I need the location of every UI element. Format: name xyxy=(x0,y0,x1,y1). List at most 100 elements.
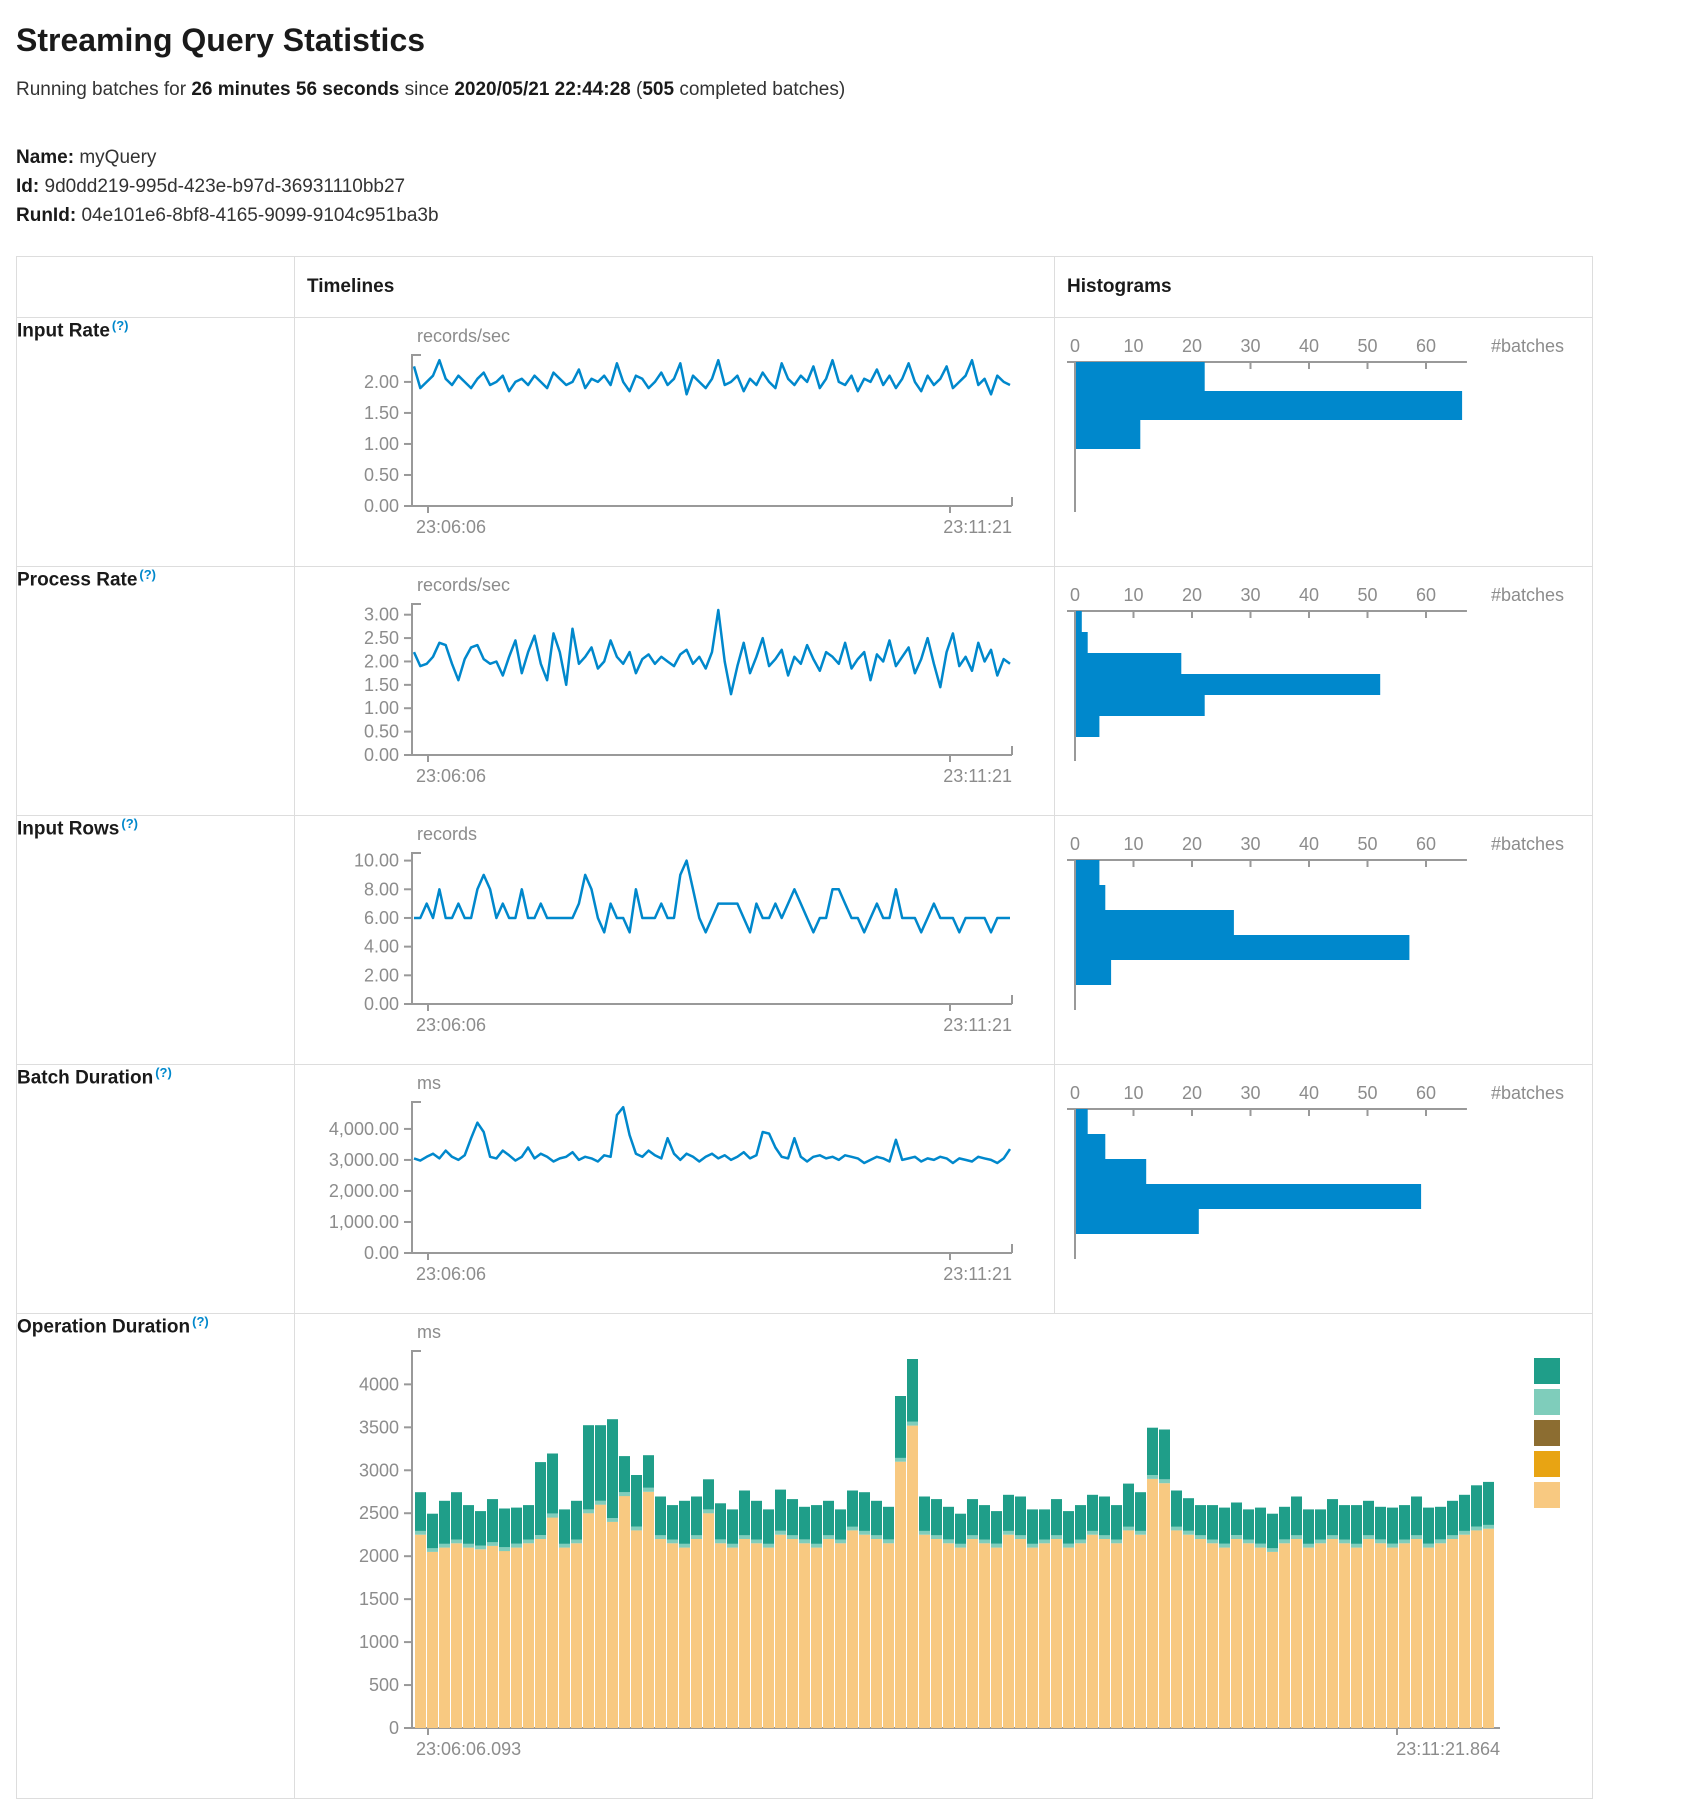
svg-text:1.00: 1.00 xyxy=(364,698,399,718)
svg-text:30: 30 xyxy=(1240,834,1260,854)
svg-text:8.00: 8.00 xyxy=(364,879,399,899)
svg-text:0: 0 xyxy=(1070,336,1080,356)
svg-text:23:11:21: 23:11:21 xyxy=(943,1015,1012,1035)
svg-text:1500: 1500 xyxy=(359,1589,399,1609)
svg-text:records: records xyxy=(417,824,477,844)
svg-text:#batches: #batches xyxy=(1491,585,1564,605)
svg-text:6.00: 6.00 xyxy=(364,908,399,928)
query-meta: Name: myQuery Id: 9d0dd219-995d-423e-b97… xyxy=(16,143,1677,230)
input-rows-label-cell: Input Rows (?) xyxy=(16,815,295,1065)
svg-text:10: 10 xyxy=(1123,585,1143,605)
svg-text:0: 0 xyxy=(1070,585,1080,605)
svg-text:0: 0 xyxy=(1070,1083,1080,1103)
table-row-process-rate: Process Rate (?) records/sec 3.00 2.50 2.00 1… xyxy=(16,566,1593,816)
process-rate-timeline-chart: records/sec 3.00 2.50 2.00 1.50 1.00 0.50 0.00 2… xyxy=(295,567,1054,794)
svg-text:2500: 2500 xyxy=(359,1503,399,1523)
help-icon-input-rows[interactable]: (?) xyxy=(121,816,138,831)
svg-text:0.00: 0.00 xyxy=(364,994,399,1014)
process-rate-histogram-chart: 0 10 20 30 40 50 60 #batches xyxy=(1055,567,1592,794)
svg-text:20: 20 xyxy=(1182,1083,1202,1103)
help-icon-input-rate[interactable]: (?) xyxy=(111,318,129,333)
help-icon-batch-duration[interactable]: (?) xyxy=(155,1065,172,1080)
svg-text:0.00: 0.00 xyxy=(364,496,399,516)
input-rows-histogram-chart: 0 10 20 30 40 50 60 #batches xyxy=(1055,816,1592,1043)
svg-text:23:06:06: 23:06:06 xyxy=(416,766,486,786)
table-row-input-rows: Input Rows (?) records 10.00 8.00 6.00 4.00 2.… xyxy=(16,815,1593,1065)
svg-text:2.00: 2.00 xyxy=(364,372,399,392)
svg-text:1.00: 1.00 xyxy=(364,434,399,454)
row-label-input-rows: Input Rows xyxy=(17,818,120,840)
svg-text:60: 60 xyxy=(1416,834,1436,854)
svg-text:3,000.00: 3,000.00 xyxy=(329,1150,399,1170)
svg-text:50: 50 xyxy=(1357,585,1377,605)
svg-text:23:06:06: 23:06:06 xyxy=(416,1015,486,1035)
svg-text:#batches: #batches xyxy=(1491,1083,1564,1103)
batch-duration-histogram-chart: 0 10 20 30 40 50 60 #batches xyxy=(1055,1065,1592,1292)
histograms-column-header: Histograms xyxy=(1054,256,1593,318)
svg-text:23:06:06: 23:06:06 xyxy=(416,517,486,537)
svg-text:1000: 1000 xyxy=(359,1632,399,1652)
running-duration: 26 minutes 56 seconds xyxy=(191,79,400,100)
svg-text:500: 500 xyxy=(369,1675,399,1695)
svg-text:#batches: #batches xyxy=(1491,336,1564,356)
svg-text:50: 50 xyxy=(1357,336,1377,356)
batches-summary: Running batches for 26 minutes 56 second… xyxy=(16,79,846,100)
svg-text:23:06:06: 23:06:06 xyxy=(416,1264,486,1284)
svg-text:#batches: #batches xyxy=(1491,834,1564,854)
name-value: myQuery xyxy=(79,147,157,168)
svg-text:0.00: 0.00 xyxy=(364,1243,399,1263)
svg-text:1.50: 1.50 xyxy=(364,403,399,423)
svg-text:20: 20 xyxy=(1182,336,1202,356)
query-id-line: Id: 9d0dd219-995d-423e-b97d-36931110bb27 xyxy=(16,172,1677,201)
runid-value: 04e101e6-8bf8-4165-9099-9104c951ba3b xyxy=(81,205,439,226)
svg-text:50: 50 xyxy=(1357,834,1377,854)
svg-text:20: 20 xyxy=(1182,834,1202,854)
svg-text:20: 20 xyxy=(1182,585,1202,605)
svg-text:23:11:21: 23:11:21 xyxy=(943,517,1012,537)
svg-text:60: 60 xyxy=(1416,1083,1436,1103)
help-icon-operation-duration[interactable]: (?) xyxy=(192,1314,209,1329)
row-label-operation-duration: Operation Duration xyxy=(17,1316,191,1338)
operation-duration-label-cell: Operation Duration (?) xyxy=(16,1313,295,1799)
svg-text:2.50: 2.50 xyxy=(364,628,399,648)
svg-text:0.50: 0.50 xyxy=(364,465,399,485)
svg-text:1,000.00: 1,000.00 xyxy=(329,1212,399,1232)
svg-text:ms: ms xyxy=(417,1073,441,1093)
svg-text:records/sec: records/sec xyxy=(417,575,510,595)
svg-text:3000: 3000 xyxy=(359,1460,399,1480)
id-label: Id: xyxy=(16,176,40,197)
svg-text:60: 60 xyxy=(1416,336,1436,356)
svg-text:10: 10 xyxy=(1123,336,1143,356)
help-icon-process-rate[interactable]: (?) xyxy=(139,567,157,582)
svg-text:40: 40 xyxy=(1299,1083,1319,1103)
legend-swatch-4 xyxy=(1534,1482,1560,1508)
svg-text:10: 10 xyxy=(1123,1083,1143,1103)
process-rate-label-cell: Process Rate (?) xyxy=(16,566,295,816)
empty-header-cell xyxy=(16,256,295,318)
page-title: Streaming Query Statistics xyxy=(16,22,426,58)
svg-text:records/sec: records/sec xyxy=(417,326,510,346)
timelines-column-header: Timelines xyxy=(294,256,1055,318)
operation-duration-legend xyxy=(1534,1358,1560,1508)
id-value: 9d0dd219-995d-423e-b97d-36931110bb27 xyxy=(44,176,406,197)
table-row-operation-duration: Operation Duration (?) ms 4000 3500 3000 2500… xyxy=(16,1313,1593,1799)
svg-text:0.50: 0.50 xyxy=(364,722,399,742)
svg-text:0: 0 xyxy=(1070,834,1080,854)
svg-text:ms: ms xyxy=(417,1322,441,1342)
svg-text:30: 30 xyxy=(1240,585,1260,605)
table-row-batch-duration: Batch Duration (?) ms 4,000.00 3,000.00 2,00… xyxy=(16,1064,1593,1314)
svg-text:50: 50 xyxy=(1357,1083,1377,1103)
svg-text:4.00: 4.00 xyxy=(364,937,399,957)
svg-text:10: 10 xyxy=(1123,834,1143,854)
query-name-line: Name: myQuery xyxy=(16,143,1677,172)
input-rate-timeline-chart: records/sec 2.00 1.50 1.00 0.50 0.00 23:06:06 2… xyxy=(295,318,1054,545)
svg-text:60: 60 xyxy=(1416,585,1436,605)
svg-text:23:06:06.093: 23:06:06.093 xyxy=(416,1739,521,1759)
svg-text:30: 30 xyxy=(1240,1083,1260,1103)
completed-batches-count: 505 xyxy=(642,79,675,100)
svg-text:30: 30 xyxy=(1240,336,1260,356)
svg-text:3.00: 3.00 xyxy=(364,605,399,625)
input-rate-label-cell: Input Rate (?) xyxy=(16,317,295,567)
batch-duration-timeline-chart: ms 4,000.00 3,000.00 2,000.00 1,000.00 0.00 23… xyxy=(295,1065,1054,1292)
